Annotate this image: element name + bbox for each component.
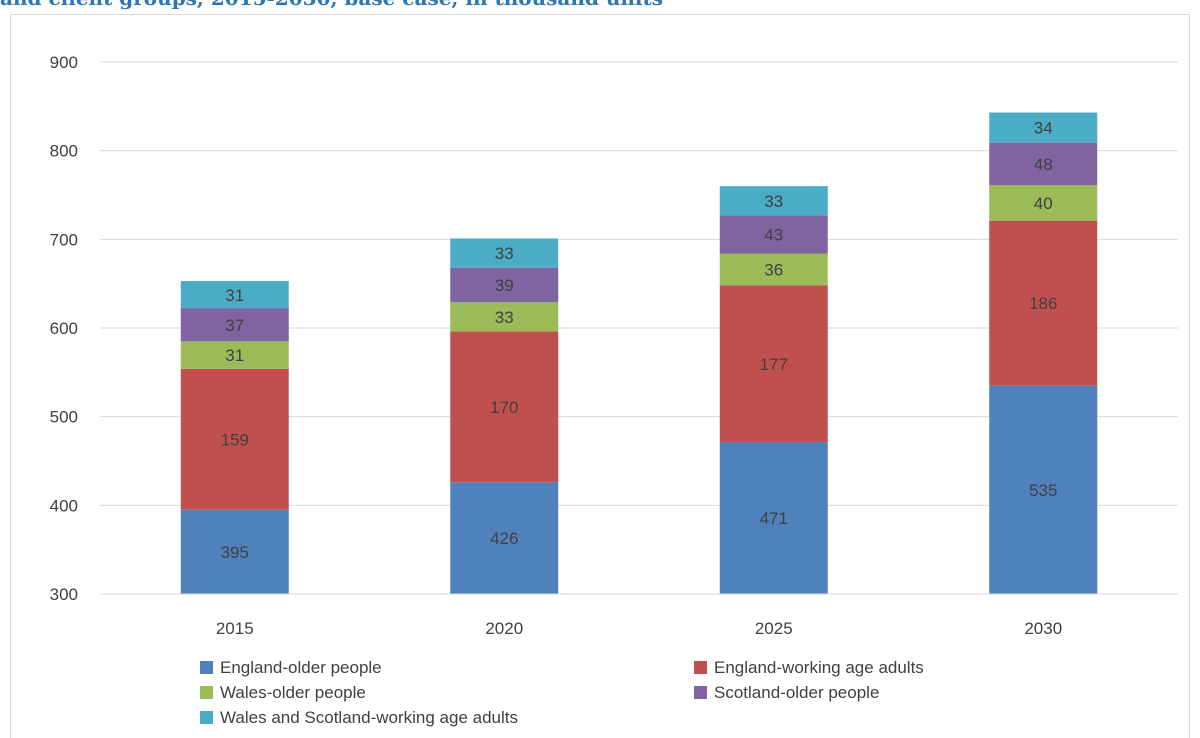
bar-segment — [719, 253, 828, 286]
data-label: 43 — [764, 225, 783, 244]
data-label: 40 — [1034, 194, 1053, 213]
data-label: 395 — [221, 543, 249, 562]
y-tick-label: 600 — [50, 319, 78, 338]
data-label: 471 — [760, 509, 788, 528]
chart-frame — [10, 14, 1190, 738]
data-label: 33 — [764, 192, 783, 211]
data-label: 170 — [490, 398, 518, 417]
bar-segment — [989, 385, 1098, 594]
data-label: 535 — [1029, 481, 1057, 500]
legend-swatch — [200, 686, 213, 699]
bar-segment — [180, 509, 289, 594]
legend-item: Wales and Scotland-working age adults — [200, 708, 518, 727]
legend-item: England-older people — [200, 658, 382, 677]
bar-segment — [450, 238, 559, 268]
legend: England-older people England-working age … — [200, 658, 924, 727]
bar-segment — [450, 267, 559, 303]
data-label: 33 — [495, 308, 514, 327]
data-label: 36 — [764, 260, 783, 279]
y-axis: 300 400 500 600 700 800 900 — [50, 53, 78, 604]
bar-segment — [180, 368, 289, 510]
chart-title-fragment: and client groups, 2015-2030, base case,… — [0, 0, 1200, 16]
data-label: 33 — [495, 244, 514, 263]
x-tick-label: 2030 — [1024, 619, 1062, 638]
bar-segment — [450, 331, 559, 483]
y-tick-label: 900 — [50, 53, 78, 72]
legend-label: Wales and Scotland-working age adults — [220, 708, 518, 727]
legend-swatch — [694, 686, 707, 699]
y-tick-label: 800 — [50, 142, 78, 161]
legend-label: Wales-older people — [220, 683, 366, 702]
bar-segment — [989, 112, 1098, 143]
data-label: 37 — [225, 316, 244, 335]
bar-segment — [180, 308, 289, 342]
data-label: 31 — [225, 346, 244, 365]
bar-segment — [989, 142, 1098, 186]
bar-segment — [719, 442, 828, 594]
y-tick-label: 400 — [50, 496, 78, 515]
bar-segment — [450, 482, 559, 594]
legend-swatch — [200, 711, 213, 724]
legend-item: Wales-older people — [200, 683, 366, 702]
data-label: 48 — [1034, 155, 1053, 174]
bars: 395 159 31 37 31 426 170 33 39 33 471 177 36 43 33 535 1… — [180, 112, 1098, 594]
bar-segment — [989, 220, 1098, 386]
y-tick-label: 300 — [50, 585, 78, 604]
legend-label: England-older people — [220, 658, 382, 677]
legend-swatch — [694, 661, 707, 674]
data-label: 159 — [221, 430, 249, 449]
bar-segment — [719, 285, 828, 443]
bar-segment — [450, 302, 559, 332]
x-tick-label: 2025 — [755, 619, 793, 638]
data-label: 31 — [225, 286, 244, 305]
legend-label: Scotland-older people — [714, 683, 879, 702]
x-tick-label: 2015 — [216, 619, 254, 638]
bar-segment — [719, 186, 828, 216]
data-label: 34 — [1034, 119, 1053, 138]
bar-segment — [719, 215, 828, 254]
bar-segment — [989, 185, 1098, 221]
y-tick-label: 500 — [50, 408, 78, 427]
bar-segment — [180, 341, 289, 369]
legend-item: England-working age adults — [694, 658, 924, 677]
data-label: 186 — [1029, 294, 1057, 313]
legend-label: England-working age adults — [714, 658, 924, 677]
data-label: 426 — [490, 529, 518, 548]
bar-segment — [180, 281, 289, 309]
x-axis: 2015 2020 2025 2030 — [100, 593, 1178, 638]
y-tick-label: 700 — [50, 230, 78, 249]
data-label: 177 — [760, 355, 788, 374]
x-tick-label: 2020 — [485, 619, 523, 638]
data-label: 39 — [495, 276, 514, 295]
legend-swatch — [200, 661, 213, 674]
legend-item: Scotland-older people — [694, 683, 879, 702]
